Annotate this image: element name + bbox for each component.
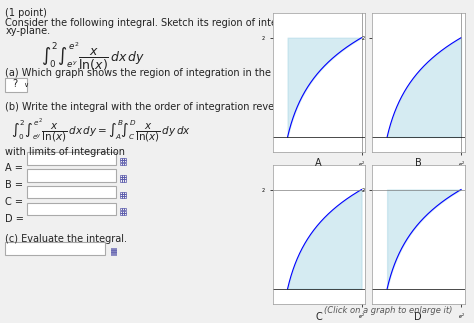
Bar [113, 248, 114, 250]
Bar [124, 177, 126, 179]
Text: $\int_0^2 \int_{e^y}^{e^2} \dfrac{x}{\ln(x)}\, dx\, dy = \int_A^B\!\int_C^D \dfr: $\int_0^2 \int_{e^y}^{e^2} \dfrac{x}{\ln… [11, 118, 191, 145]
Text: B: B [415, 158, 421, 168]
Bar [27, 169, 116, 182]
Text: D: D [414, 312, 422, 322]
Bar [124, 196, 126, 198]
Bar [122, 163, 124, 165]
Bar [120, 161, 122, 162]
Text: Consider the following integral. Sketch its region of integration in the: Consider the following integral. Sketch … [5, 18, 344, 28]
Bar [115, 253, 116, 255]
Bar [115, 250, 116, 252]
Text: B =: B = [5, 180, 23, 190]
Bar [120, 213, 122, 215]
Text: with limits of integration: with limits of integration [5, 147, 126, 157]
Text: (Click on a graph to enlarge it): (Click on a graph to enlarge it) [325, 306, 453, 315]
Bar [120, 175, 122, 177]
Bar [122, 194, 124, 196]
Bar [120, 158, 122, 160]
Bar [122, 177, 124, 179]
Bar [122, 192, 124, 194]
Bar [120, 163, 122, 165]
Bar [120, 192, 122, 194]
Bar [27, 152, 116, 165]
Bar [120, 180, 122, 182]
Bar [124, 192, 126, 194]
Text: (c) Evaluate the integral.: (c) Evaluate the integral. [5, 234, 128, 244]
Bar [124, 180, 126, 182]
Bar [27, 203, 116, 215]
Bar [122, 158, 124, 160]
Bar [124, 158, 126, 160]
Bar [124, 208, 126, 211]
Bar [120, 208, 122, 211]
Bar [111, 248, 112, 250]
Text: C: C [315, 312, 322, 322]
Bar [124, 175, 126, 177]
Bar [122, 161, 124, 162]
Bar [113, 250, 114, 252]
Text: ∨: ∨ [23, 82, 28, 88]
Bar [5, 242, 105, 255]
Text: xy-plane.: xy-plane. [5, 26, 51, 36]
Text: (a) Which graph shows the region of integration in the xy-plane?: (a) Which graph shows the region of inte… [5, 68, 322, 78]
Bar [122, 180, 124, 182]
Bar [120, 211, 122, 213]
Bar [115, 248, 116, 250]
Bar [120, 177, 122, 179]
Bar [113, 253, 114, 255]
Bar [124, 213, 126, 215]
Bar [122, 213, 124, 215]
Bar [5, 78, 27, 92]
Text: $\int_0^2 \int_{e^y}^{e^2} \dfrac{x}{\ln(x)}\, dx\, dy$: $\int_0^2 \int_{e^y}^{e^2} \dfrac{x}{\ln… [40, 40, 145, 73]
Bar [122, 211, 124, 213]
Text: C =: C = [5, 197, 23, 207]
Text: ?: ? [12, 79, 17, 89]
Text: (1 point): (1 point) [5, 8, 47, 18]
Bar [122, 175, 124, 177]
Bar [122, 208, 124, 211]
Text: A: A [315, 158, 322, 168]
Bar [120, 196, 122, 198]
Bar [124, 163, 126, 165]
Bar [27, 186, 116, 198]
Bar [111, 253, 112, 255]
Bar [120, 194, 122, 196]
Bar [124, 211, 126, 213]
Text: (b) Write the integral with the order of integration reversed:: (b) Write the integral with the order of… [5, 102, 299, 112]
Bar [122, 196, 124, 198]
Bar [124, 161, 126, 162]
Text: A =: A = [5, 163, 23, 173]
Bar [124, 194, 126, 196]
Bar [111, 250, 112, 252]
Text: D =: D = [5, 214, 24, 224]
